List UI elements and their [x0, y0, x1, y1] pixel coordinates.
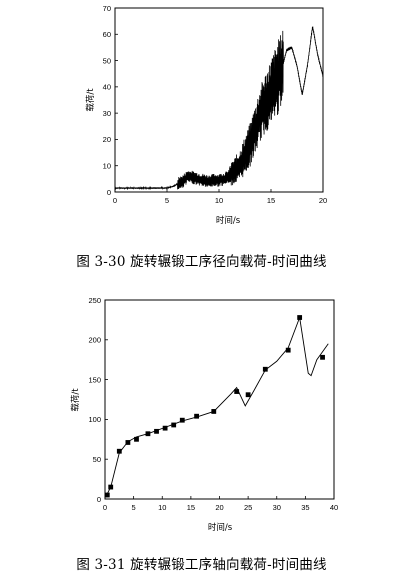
chart1-ytick-label: 50	[103, 56, 111, 65]
chart2-ytick-label: 0	[97, 495, 101, 504]
chart1-xtick-label: 10	[215, 196, 223, 205]
chart1-ylabel: 载荷/t	[85, 88, 96, 112]
chart2-marker	[116, 448, 122, 454]
chart2-marker	[234, 389, 240, 394]
chart2-marker	[145, 431, 151, 437]
chart2-marker	[297, 315, 303, 320]
chart2-xtick-label: 35	[301, 503, 309, 512]
chart2-ylabel: 载荷/t	[70, 388, 81, 412]
chart2-xtick-label: 25	[244, 503, 252, 512]
chart1-xlabel: 时间/s	[216, 215, 241, 226]
chart2-xtick-label: 10	[158, 503, 166, 512]
chart1-xtick-label: 0	[113, 196, 117, 205]
radial-load-chart: 0 5 10 15 20 0 10 20 30 40 50 60 70 载荷/t 时间/s	[85, 4, 327, 226]
chart2-ytick-label: 250	[88, 296, 101, 305]
chart2-marker	[125, 440, 131, 445]
chart2-marker	[108, 484, 114, 490]
chart1-ytick-label: 0	[107, 188, 111, 197]
axial-load-chart: 0 5 10 15 20 25 30 35 40 0 50 100 150 200 250 载荷/t 时间/…	[70, 296, 338, 533]
chart2-marker	[154, 428, 159, 434]
chart2-ytick-label: 200	[88, 336, 101, 345]
chart2-marker	[104, 492, 110, 498]
chart2-xtick-label: 15	[187, 503, 195, 512]
chart1-xtick-label: 15	[267, 196, 275, 205]
chart2-frame	[104, 299, 335, 500]
chart2-marker	[194, 413, 199, 419]
chart2-marker	[262, 366, 268, 372]
chart2-marker	[171, 422, 177, 428]
chart1-ytick-label: 30	[103, 109, 111, 118]
chart2-xtick-label: 40	[330, 503, 338, 512]
chart1-xtick-label: 20	[319, 196, 327, 205]
chart1-ytick-label: 70	[103, 4, 111, 13]
chart2-marker	[134, 436, 139, 442]
chart2-xtick-label: 5	[132, 503, 136, 512]
chart2-series-line	[106, 315, 329, 498]
chart2-xtick-label: 20	[215, 503, 223, 512]
chart2-marker	[245, 392, 251, 398]
chart2-ytick-label: 50	[93, 455, 101, 464]
chart1-series-line	[114, 26, 324, 191]
chart1-frame	[114, 7, 324, 193]
chart2-marker	[320, 354, 325, 360]
chart2-marker	[211, 409, 217, 414]
figure-caption-2: 图 3-31 旋转辗锻工序轴向载荷-时间曲线	[76, 557, 327, 573]
figure-caption-1: 图 3-30 旋转辗锻工序径向载荷-时间曲线	[76, 254, 327, 270]
chart2-marker	[162, 425, 168, 431]
chart1-ytick-label: 60	[103, 30, 111, 39]
chart1-ytick-label: 10	[103, 162, 111, 171]
chart2-xlabel: 时间/s	[208, 522, 233, 533]
chart2-xtick-label: 0	[103, 503, 107, 512]
chart2-ytick-label: 150	[88, 375, 101, 384]
chart1-ytick-label: 20	[103, 135, 111, 144]
chart2-xtick-label: 30	[273, 503, 281, 512]
chart1-ytick-label: 40	[103, 83, 111, 92]
chart1-xtick-label: 5	[165, 196, 169, 205]
chart2-marker	[179, 417, 185, 423]
chart2-marker	[285, 347, 291, 353]
chart2-ytick-label: 100	[88, 415, 101, 424]
